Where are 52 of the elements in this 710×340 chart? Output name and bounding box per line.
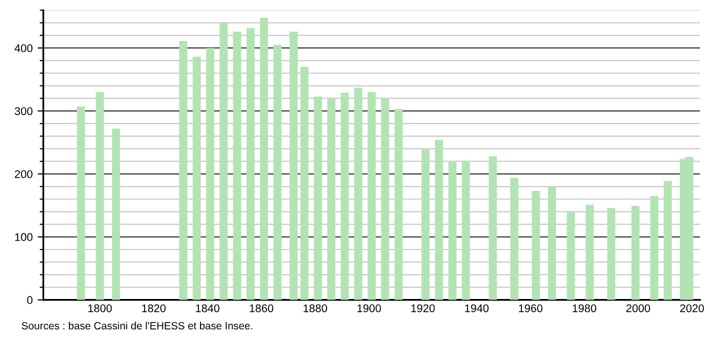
bar bbox=[664, 180, 672, 300]
y-tick-label: 100 bbox=[15, 233, 32, 242]
source-note: Sources : base Cassini de l'EHESS et base Insee. bbox=[22, 322, 252, 330]
bar bbox=[586, 204, 594, 300]
bar bbox=[233, 32, 242, 300]
bar bbox=[206, 48, 214, 300]
bar bbox=[260, 18, 268, 300]
y-tick-label: 0 bbox=[27, 296, 32, 304]
bar bbox=[631, 206, 640, 300]
x-tick-label: 1940 bbox=[465, 304, 489, 312]
y-tick-label: 400 bbox=[14, 44, 32, 52]
bar bbox=[300, 66, 308, 300]
x-tick-label: 1800 bbox=[88, 304, 112, 312]
bar bbox=[192, 56, 201, 300]
bar bbox=[179, 41, 188, 300]
bar bbox=[273, 44, 282, 300]
bar bbox=[488, 156, 497, 300]
bar bbox=[354, 88, 362, 300]
x-tick-label: 1900 bbox=[357, 304, 381, 312]
bar bbox=[314, 96, 322, 300]
bar bbox=[650, 196, 658, 300]
bar bbox=[607, 208, 616, 300]
bar bbox=[462, 160, 470, 300]
bar bbox=[381, 98, 390, 300]
bar bbox=[112, 128, 120, 300]
bar bbox=[548, 187, 556, 300]
x-tick-label: 1960 bbox=[518, 304, 542, 312]
bar bbox=[566, 212, 575, 300]
bar bbox=[246, 28, 255, 300]
bar bbox=[327, 98, 336, 300]
bar bbox=[290, 32, 298, 300]
bar bbox=[368, 92, 376, 300]
x-tick-label: 1880 bbox=[304, 304, 328, 312]
bar bbox=[394, 109, 403, 300]
y-tick-label: 200 bbox=[14, 170, 32, 178]
bar bbox=[340, 92, 349, 300]
bar bbox=[220, 23, 228, 300]
bar bbox=[448, 162, 456, 300]
x-tick-label: 2000 bbox=[626, 304, 650, 312]
x-tick-label: 1820 bbox=[142, 304, 166, 312]
x-tick-label: 1840 bbox=[196, 304, 220, 312]
x-tick-label: 2020 bbox=[680, 304, 704, 312]
bar bbox=[421, 149, 430, 300]
y-tick-label: 300 bbox=[14, 107, 32, 116]
bar bbox=[96, 92, 104, 300]
bar bbox=[510, 178, 518, 300]
bar bbox=[76, 106, 86, 300]
bar bbox=[434, 140, 444, 300]
x-tick-label: 1860 bbox=[250, 304, 274, 312]
x-tick-label: 1980 bbox=[572, 304, 596, 312]
x-tick-label: 1920 bbox=[411, 304, 435, 312]
bar bbox=[532, 190, 540, 300]
